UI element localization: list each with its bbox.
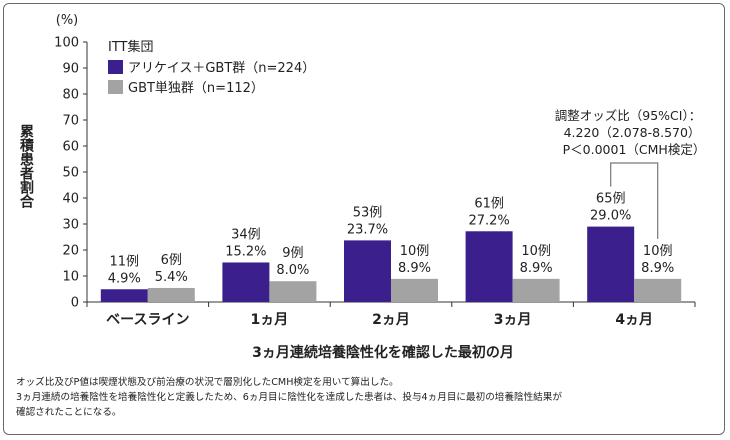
legend-swatch-series-1 — [108, 60, 123, 74]
y-tick-label: 90 — [62, 62, 79, 77]
data-label-percent: 29.0% — [590, 209, 631, 224]
data-label-percent: 23.7% — [347, 222, 388, 237]
data-label-count: 9例 — [282, 246, 303, 261]
bar-series-1 — [587, 226, 635, 302]
data-label-count: 65例 — [596, 192, 626, 207]
odds-ratio-annotation-line-3: P＜0.0001（CMH検定） — [563, 142, 706, 157]
data-label-count: 10例 — [400, 244, 430, 259]
footnote-2: 3ヵ月連続の培養陰性を培養陰性化と定義したため、6ヵ月目に陰性化を達成した患者は… — [16, 392, 562, 403]
data-label-count: 11例 — [110, 254, 140, 269]
y-tick-label: 100 — [54, 36, 79, 51]
odds-ratio-annotation-line-2: 4.220（2.078-8.570） — [564, 125, 701, 140]
odds-ratio-bracket — [610, 162, 659, 239]
bar-series-2 — [391, 278, 438, 302]
legend-title: ITT集団 — [108, 39, 154, 55]
bar-series-1 — [100, 289, 148, 302]
legend-label-series-1: アリケイス＋GBT群（n=224） — [128, 61, 315, 76]
data-label-percent: 15.2% — [225, 244, 266, 259]
x-tick-label: 3ヵ月 — [494, 312, 532, 328]
data-label-count: 10例 — [521, 244, 551, 259]
bar-series-1 — [222, 262, 270, 302]
data-label-count: 6例 — [161, 253, 182, 268]
y-tick-label: 70 — [62, 114, 79, 129]
data-label-percent: 8.9% — [398, 261, 431, 276]
footnote-1: オッズ比及びP値は喫煙状態及び前治療の状況で層別化したCMH検定を用いて算出した… — [16, 377, 399, 388]
bar-series-1 — [465, 231, 513, 302]
data-label-count: 34例 — [231, 227, 261, 242]
bar-series-1 — [344, 240, 391, 302]
x-tick-label: 1ヵ月 — [251, 312, 289, 328]
data-label-count: 53例 — [353, 205, 383, 220]
y-tick-label: 50 — [62, 166, 79, 181]
bar-series-2 — [634, 278, 682, 302]
data-label-percent: 5.4% — [155, 270, 188, 285]
footnote-3: 確認されたことになる。 — [16, 407, 122, 418]
y-tick-label: 10 — [62, 270, 79, 285]
x-tick-label: ベースライン — [106, 312, 189, 328]
bar-series-2 — [512, 278, 560, 302]
y-axis-label: 累積患者割合 — [18, 124, 35, 209]
data-label-percent: 27.2% — [468, 213, 509, 228]
figure-frame — [3, 3, 725, 435]
bar-series-2 — [147, 287, 195, 302]
y-tick-label: 20 — [62, 244, 79, 259]
bar-series-2 — [269, 281, 317, 302]
y-tick-label: 40 — [62, 192, 79, 207]
data-label-percent: 8.0% — [276, 263, 309, 278]
y-tick-label: 80 — [62, 88, 79, 103]
odds-ratio-annotation-line-1: 調整オッズ比（95%CI）： — [555, 108, 701, 123]
y-tick-label: 30 — [62, 218, 79, 233]
x-tick-label: 2ヵ月 — [372, 312, 410, 328]
y-tick-label: 60 — [62, 140, 79, 155]
y-tick-label: 0 — [71, 296, 79, 311]
data-label-count: 61例 — [474, 196, 504, 211]
x-axis-label: 3ヵ月連続培養陰性化を確認した最初の月 — [252, 344, 514, 361]
data-label-percent: 8.9% — [520, 261, 553, 276]
data-label-count: 10例 — [643, 244, 673, 259]
legend-swatch-series-2 — [108, 80, 123, 94]
y-axis-unit: (%) — [56, 13, 79, 28]
data-label-percent: 8.9% — [641, 261, 674, 276]
data-label-percent: 4.9% — [108, 271, 141, 286]
x-tick-label: 4ヵ月 — [615, 312, 653, 328]
legend-label-series-2: GBT単独群（n=112） — [128, 80, 264, 96]
